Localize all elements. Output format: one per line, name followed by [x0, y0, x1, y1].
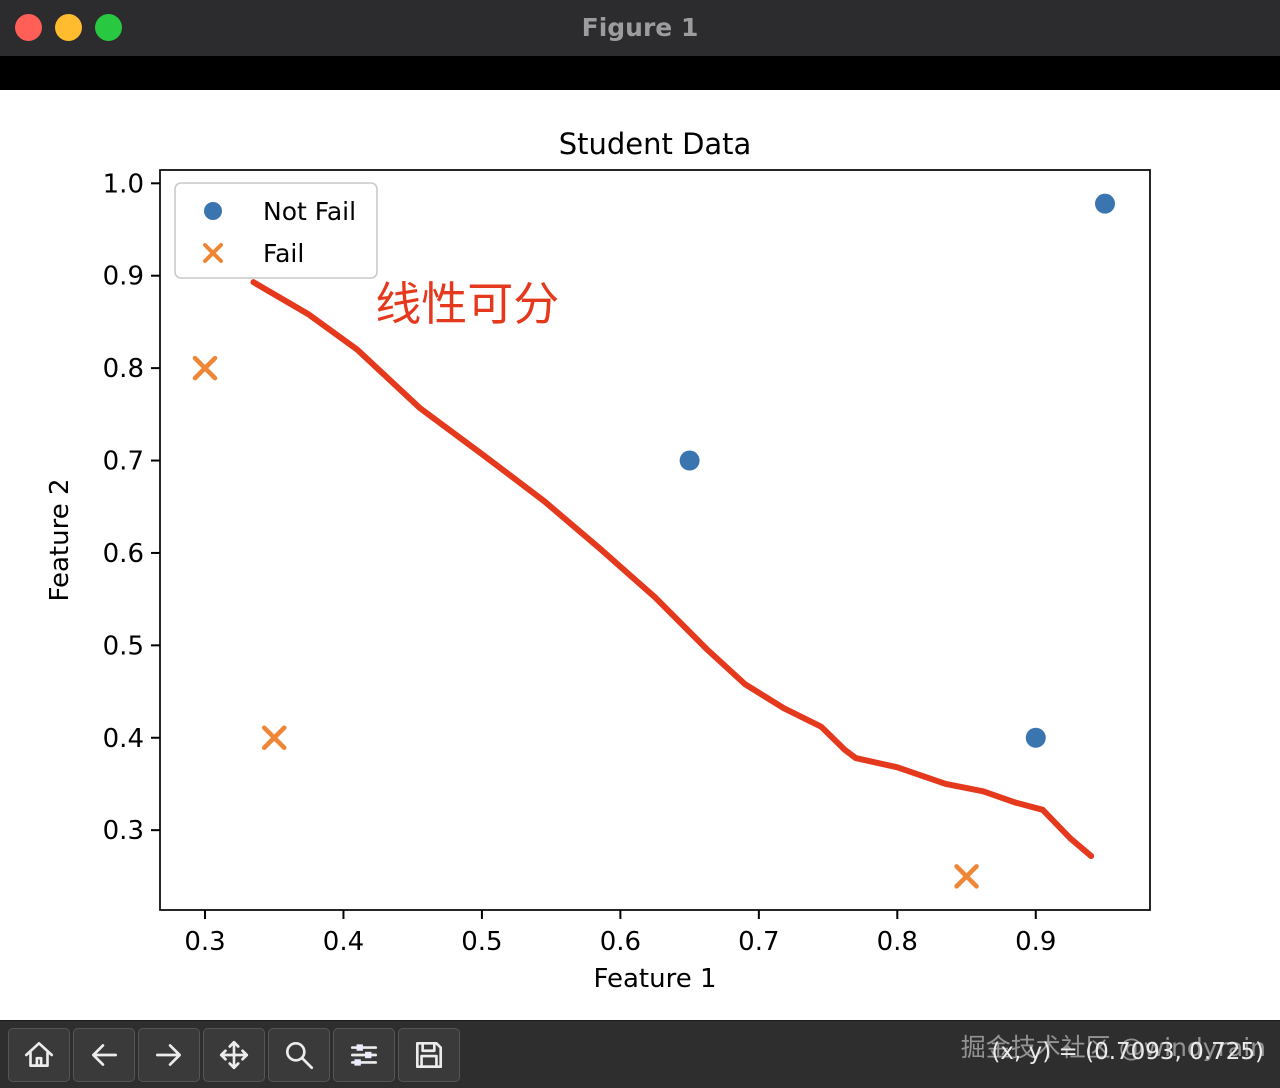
sliders-icon: [350, 1043, 378, 1066]
titlebar: Figure 1: [0, 0, 1280, 56]
subplots-config-button[interactable]: [333, 1027, 395, 1082]
back-arrow-icon: [92, 1043, 118, 1066]
y-tick-label: 0.6: [103, 539, 144, 569]
titlebar-shadow: [0, 56, 1280, 90]
forward-button[interactable]: [138, 1027, 200, 1082]
legend-marker-circle: [204, 202, 222, 220]
back-button[interactable]: [73, 1027, 135, 1082]
scatter-point-not-fail: [679, 450, 700, 471]
x-axis-label: Feature 1: [593, 964, 716, 994]
scatter-point-fail: [192, 355, 218, 381]
chart-svg[interactable]: 0.3 0.4 0.5 0.6 0.7 0.8 0.9 0.3 0.4 0.5 0.6 0.7 0.8 0…: [0, 90, 1280, 1020]
y-axis-label: Feature 2: [45, 478, 75, 601]
nav-toolbar: [0, 1020, 1280, 1088]
save-button[interactable]: [398, 1027, 460, 1082]
pan-move-icon: [219, 1040, 249, 1069]
y-tick-label: 0.7: [103, 447, 144, 477]
watermark-text: 掘金技术社区 @windyrain: [960, 1033, 1266, 1062]
traffic-lights: [15, 14, 122, 41]
forward-arrow-icon: [155, 1043, 181, 1066]
scatter-point-not-fail: [1095, 193, 1115, 214]
x-tick-label: 0.8: [877, 927, 918, 957]
magnifier-icon: [285, 1041, 314, 1069]
legend-label: Not Fail: [263, 197, 356, 226]
figure-canvas[interactable]: 0.3 0.4 0.5 0.6 0.7 0.8 0.9 0.3 0.4 0.5 0.6 0.7 0.8 0…: [0, 90, 1280, 1020]
scatter-point-not-fail: [1025, 727, 1046, 748]
x-tick-label: 0.3: [184, 927, 225, 957]
window-title: Figure 1: [581, 13, 699, 42]
plot-title: Student Data: [559, 127, 752, 161]
plot-frame: [159, 169, 1151, 911]
y-tick-label: 0.5: [103, 631, 144, 661]
minimize-button[interactable]: [55, 14, 82, 41]
save-floppy-icon: [415, 1041, 443, 1068]
legend-marker-x: [203, 243, 223, 263]
scatter-point-fail: [261, 725, 287, 751]
x-tick-label: 0.9: [1015, 927, 1056, 957]
close-button[interactable]: [15, 14, 42, 41]
y-tick-label: 0.4: [103, 724, 144, 754]
zoom-rect-button[interactable]: [268, 1027, 330, 1082]
y-tick-label: 0.9: [103, 262, 144, 292]
x-tick-label: 0.6: [600, 927, 641, 957]
legend-label: Fail: [263, 239, 304, 268]
home-icon: [24, 1041, 54, 1067]
zoom-window-button[interactable]: [95, 14, 122, 41]
y-tick-label: 0.8: [103, 354, 144, 384]
cursor-position-readout: (x, y) = (0.7093, 0.725): [991, 1039, 1264, 1065]
y-tick-label: 0.3: [103, 816, 144, 846]
x-tick-label: 0.4: [323, 927, 364, 957]
x-tick-label: 0.5: [461, 927, 502, 957]
legend-box: [174, 182, 378, 279]
home-button[interactable]: [8, 1027, 70, 1082]
x-tick-label: 0.7: [738, 927, 779, 957]
pan-button[interactable]: [203, 1027, 265, 1082]
decision-curve: [250, 279, 1095, 860]
y-tick-label: 1.0: [103, 169, 144, 199]
annotation-text: 线性可分: [375, 277, 559, 331]
scatter-point-fail: [954, 864, 979, 889]
